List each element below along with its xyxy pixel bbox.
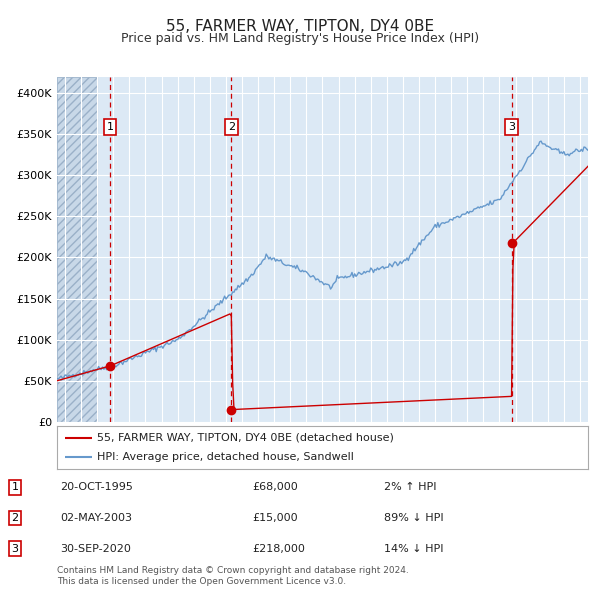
Text: 55, FARMER WAY, TIPTON, DY4 0BE: 55, FARMER WAY, TIPTON, DY4 0BE [166,19,434,34]
Text: 2% ↑ HPI: 2% ↑ HPI [384,483,437,492]
Text: 89% ↓ HPI: 89% ↓ HPI [384,513,443,523]
Text: £15,000: £15,000 [252,513,298,523]
Bar [57,77,97,422]
Text: 20-OCT-1995: 20-OCT-1995 [60,483,133,492]
Text: 14% ↓ HPI: 14% ↓ HPI [384,544,443,553]
Text: Contains HM Land Registry data © Crown copyright and database right 2024.: Contains HM Land Registry data © Crown c… [57,566,409,575]
Text: 3: 3 [11,544,19,553]
Text: This data is licensed under the Open Government Licence v3.0.: This data is licensed under the Open Gov… [57,577,346,586]
Text: 30-SEP-2020: 30-SEP-2020 [60,544,131,553]
Text: HPI: Average price, detached house, Sandwell: HPI: Average price, detached house, Sand… [97,453,354,463]
Text: 3: 3 [508,122,515,132]
Text: £68,000: £68,000 [252,483,298,492]
Text: 55, FARMER WAY, TIPTON, DY4 0BE (detached house): 55, FARMER WAY, TIPTON, DY4 0BE (detache… [97,432,394,442]
Text: 1: 1 [107,122,113,132]
Text: £218,000: £218,000 [252,544,305,553]
Text: 2: 2 [11,513,19,523]
Text: Price paid vs. HM Land Registry's House Price Index (HPI): Price paid vs. HM Land Registry's House … [121,32,479,45]
Text: 1: 1 [11,483,19,492]
Text: 02-MAY-2003: 02-MAY-2003 [60,513,132,523]
Text: 2: 2 [228,122,235,132]
